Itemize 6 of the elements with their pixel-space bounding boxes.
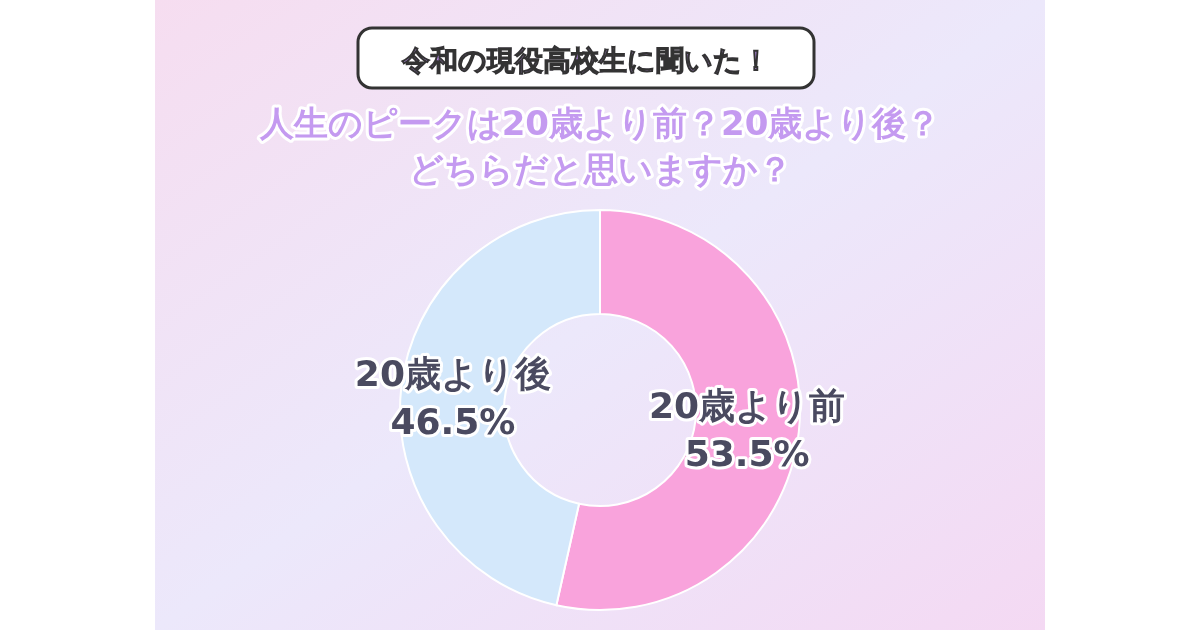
data-label: 46.5%: [390, 400, 516, 442]
data-label: 53.5%: [684, 433, 810, 475]
slice-label: 20歳より前: [649, 385, 846, 427]
slice-label: 20歳より後: [354, 352, 551, 394]
chart-title: 令和の現役高校生に聞いた！: [401, 44, 770, 77]
chart-subtitle: 人生のピークは20歳より前？20歳より後？どちらだと思いますか？: [258, 103, 941, 189]
